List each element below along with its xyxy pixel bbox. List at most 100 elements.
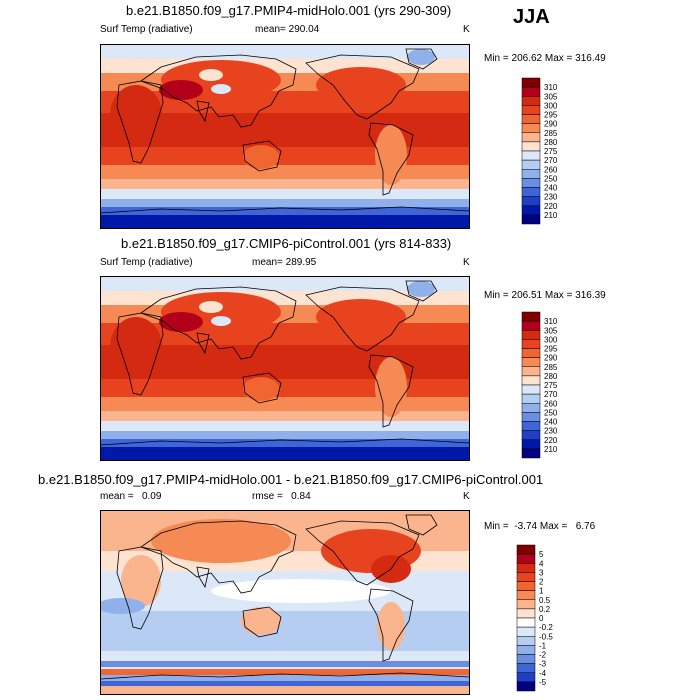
panel-title: b.e21.B1850.f09_g17.CMIP6-piControl.001 …: [121, 236, 452, 251]
colorbar-swatch: [521, 132, 541, 143]
colorbar-tick-label: 3: [539, 568, 544, 577]
colorbar-swatch: [521, 205, 541, 216]
colorbar-swatch: [516, 663, 536, 673]
colorbar-tick-label: 210: [544, 445, 558, 454]
colorbar-tick-label: -1: [539, 641, 547, 650]
colorbar-swatch: [521, 375, 541, 386]
colorbar-swatch: [521, 357, 541, 367]
colorbar-swatch: [521, 430, 541, 440]
colorbar-tick-label: 260: [544, 165, 558, 174]
variable-label: Surf Temp (radiative): [100, 257, 193, 268]
colorbar-swatch: [516, 544, 536, 555]
colorbar-swatch: [521, 187, 541, 197]
colorbar-swatch: [521, 320, 541, 331]
colorbar-swatch: [521, 384, 541, 395]
colorbar-tick-label: 290: [544, 354, 558, 363]
units-label: K: [463, 257, 470, 268]
colorbar-tick-label: 250: [544, 408, 558, 417]
colorbar-tick-label: 275: [544, 381, 558, 390]
colorbar-tick-label: 1: [539, 587, 544, 596]
colorbar-swatch: [516, 645, 536, 655]
colorbar-tick-label: 0: [539, 614, 544, 623]
colorbar-swatch: [521, 159, 541, 170]
colorbar-swatch: [521, 393, 541, 404]
colorbar-tick-label: 280: [544, 138, 558, 147]
colorbar-tick-label: 305: [544, 326, 558, 335]
colorbar-swatch: [516, 581, 536, 591]
colorbar-swatch: [516, 599, 536, 610]
colorbar-swatch: [516, 636, 536, 646]
colorbar-tick-label: -0.2: [539, 623, 553, 632]
colorbar-tick-label: 4: [539, 559, 544, 568]
colorbar-tick-label: 0.2: [539, 605, 551, 614]
colorbar-tick-label: 220: [544, 202, 558, 211]
colorbar-tick-label: -0.5: [539, 632, 553, 641]
mean-label: mean = 0.09: [100, 491, 162, 502]
colorbar-tick-label: 240: [544, 418, 558, 427]
colorbar-swatch: [516, 681, 536, 692]
colorbar-tick-label: 300: [544, 335, 558, 344]
panel-title: b.e21.B1850.f09_g17.PMIP4-midHolo.001 (y…: [126, 3, 452, 18]
variable-label: Surf Temp (radiative): [100, 24, 193, 35]
colorbar-tick-label: 2: [539, 578, 544, 587]
colorbar-swatch: [516, 572, 536, 582]
minmax-label: Min = -3.74 Max = 6.76: [484, 521, 596, 532]
units-label: K: [463, 24, 470, 35]
colorbar-swatch: [516, 553, 536, 564]
colorbar-swatch: [521, 348, 541, 358]
colorbar-swatch: [521, 150, 541, 161]
colorbar-tick-label: -3: [539, 660, 547, 669]
colorbar-swatch: [521, 448, 541, 459]
colorbar-swatch: [521, 77, 541, 88]
colorbar-tick-label: 285: [544, 363, 558, 372]
season-label: JJA: [513, 6, 550, 28]
colorbar-swatch: [521, 141, 541, 152]
colorbar-swatch: [516, 617, 536, 628]
colorbar: 5 4 3 2 1 0.5 0.2 0 -0.2 -0.5 -1 -2 -3 -4 -5: [516, 544, 577, 692]
map-plot: [100, 510, 470, 695]
rmse-label: rmse = 0.84: [252, 491, 311, 502]
minmax-label: Min = 206.62 Max = 316.49: [484, 53, 606, 64]
colorbar: 310 305 300 295 290 285 280 275 270 260 250 240 230 2…: [521, 311, 582, 459]
colorbar-swatch: [521, 96, 541, 106]
colorbar-tick-label: 295: [544, 111, 558, 120]
colorbar-swatch: [521, 439, 541, 450]
colorbar-swatch: [521, 114, 541, 124]
colorbar-tick-label: -5: [539, 678, 547, 687]
colorbar-swatch: [516, 608, 536, 619]
colorbar-swatch: [521, 105, 541, 115]
colorbar-tick-label: 220: [544, 436, 558, 445]
colorbar-swatch: [521, 214, 541, 225]
colorbar-tick-label: 310: [544, 83, 558, 92]
map-plot: [100, 276, 470, 461]
colorbar-tick-label: 230: [544, 193, 558, 202]
colorbar-tick-label: 275: [544, 147, 558, 156]
colorbar-swatch: [521, 178, 541, 188]
colorbar-swatch: [521, 421, 541, 431]
colorbar-swatch: [521, 86, 541, 97]
colorbar-tick-label: 280: [544, 372, 558, 381]
colorbar-tick-label: 5: [539, 550, 544, 559]
map-plot: [100, 44, 470, 229]
colorbar-tick-label: 270: [544, 390, 558, 399]
colorbar-swatch: [521, 366, 541, 377]
colorbar-swatch: [521, 123, 541, 133]
mean-label: mean= 289.95: [252, 257, 317, 268]
colorbar-tick-label: 0.5: [539, 596, 551, 605]
colorbar-tick-label: 300: [544, 101, 558, 110]
colorbar-tick-label: 270: [544, 156, 558, 165]
colorbar-tick-label: 240: [544, 184, 558, 193]
colorbar-tick-label: 305: [544, 92, 558, 101]
colorbar-swatch: [521, 169, 541, 179]
colorbar-tick-label: 295: [544, 345, 558, 354]
colorbar-tick-label: 285: [544, 129, 558, 138]
colorbar-tick-label: -4: [539, 669, 547, 678]
colorbar-tick-label: -2: [539, 651, 547, 660]
colorbar-tick-label: 310: [544, 317, 558, 326]
colorbar-tick-label: 230: [544, 427, 558, 436]
colorbar-tick-label: 210: [544, 211, 558, 220]
colorbar-swatch: [516, 626, 536, 637]
colorbar-swatch: [516, 672, 536, 683]
colorbar-swatch: [521, 196, 541, 206]
mean-label: mean= 290.04: [255, 24, 320, 35]
